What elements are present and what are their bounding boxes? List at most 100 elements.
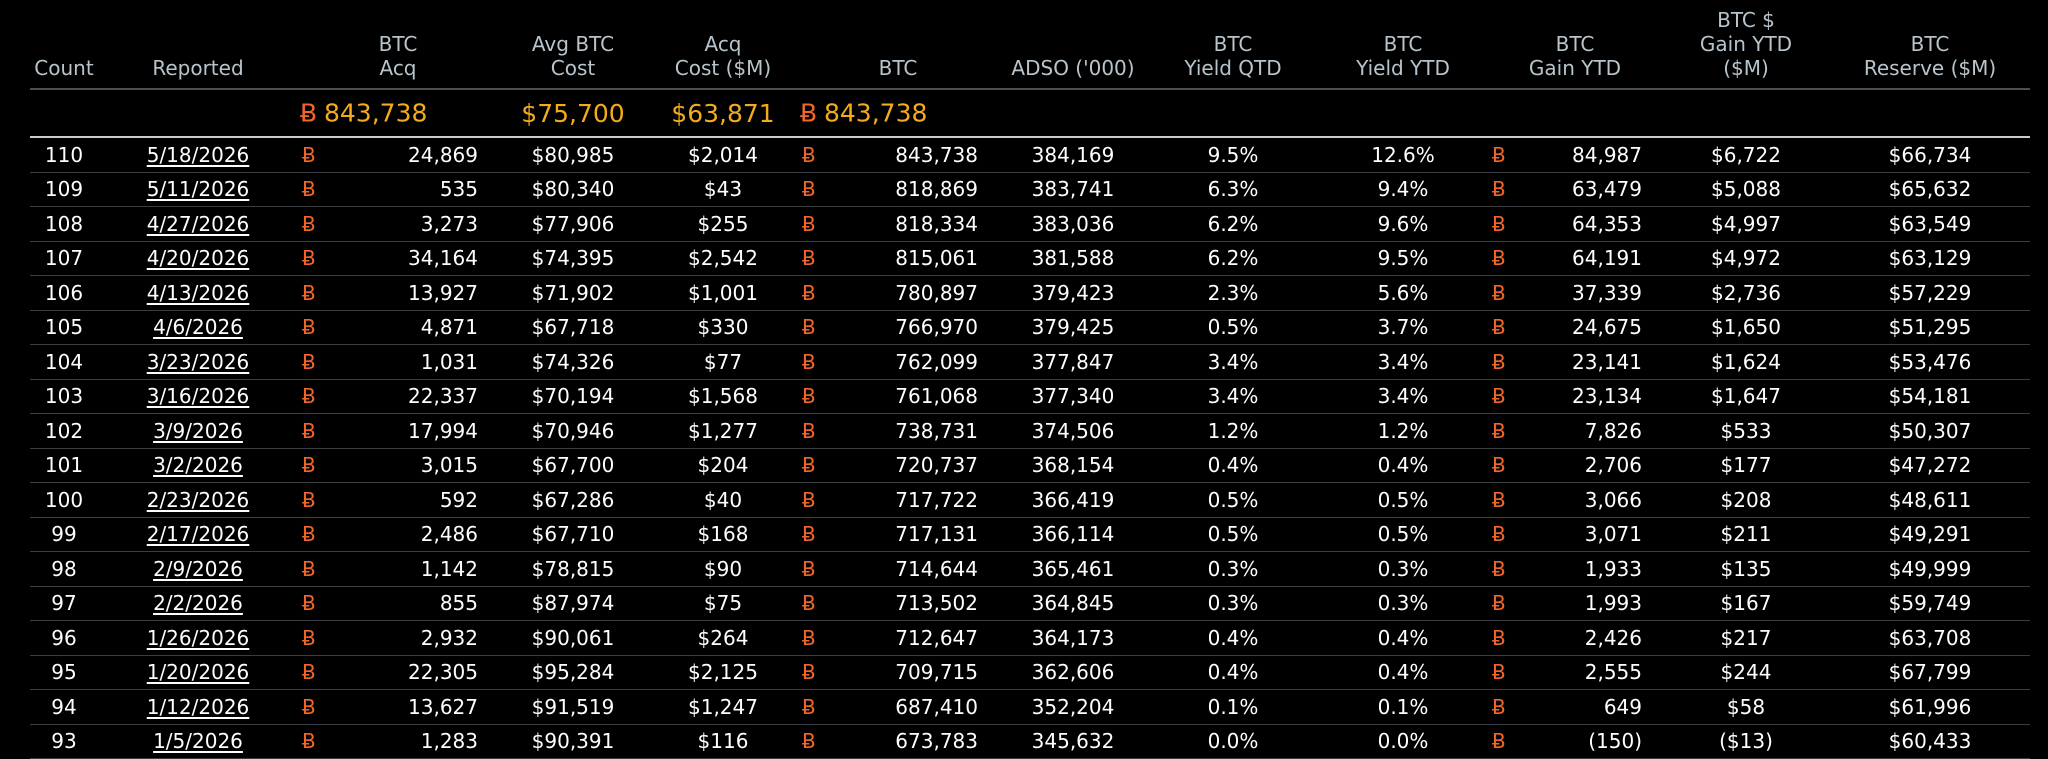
reported-date-link[interactable]: 1/5/2026 bbox=[153, 729, 243, 754]
header-adso[interactable]: ADSO ('000) bbox=[998, 0, 1148, 90]
reported-cell: 3/2/2026 bbox=[98, 448, 298, 483]
table-header: Count Reported BTC Acq Avg BTC Cost Acq … bbox=[30, 0, 2030, 90]
avg-cost-cell: $87,974 bbox=[498, 586, 648, 621]
acq-cost-cell: $2,542 bbox=[648, 241, 798, 276]
avg-cost-cell: $67,718 bbox=[498, 310, 648, 345]
gain-ytd-cell: Ƀ 64,191 bbox=[1488, 241, 1662, 276]
yield-qtd-cell: 3.4% bbox=[1148, 379, 1318, 414]
reported-date-link[interactable]: 5/11/2026 bbox=[146, 177, 250, 202]
avg-cost-cell: $70,194 bbox=[498, 379, 648, 414]
yield-qtd-cell: 0.4% bbox=[1148, 448, 1318, 483]
reported-date-link[interactable]: 2/17/2026 bbox=[146, 522, 250, 547]
btc-holdings-cell: Ƀ 712,647 bbox=[798, 620, 998, 656]
bitcoin-symbol-icon: Ƀ bbox=[302, 418, 316, 443]
header-yield-qtd[interactable]: BTC Yield QTD bbox=[1148, 0, 1318, 90]
btc-holdings-value: 714,644 bbox=[895, 556, 978, 581]
gain-usd-cell: $208 bbox=[1662, 482, 1830, 518]
btc-acq-value: 1,031 bbox=[420, 349, 478, 374]
gain-ytd-cell: Ƀ 24,675 bbox=[1488, 310, 1662, 345]
btc-holdings-value: 761,068 bbox=[895, 384, 978, 409]
reported-date-link[interactable]: 3/9/2026 bbox=[153, 418, 243, 443]
yield-qtd-cell: 0.3% bbox=[1148, 586, 1318, 621]
reported-date-link[interactable]: 4/27/2026 bbox=[146, 211, 250, 236]
reported-date-link[interactable]: 1/20/2026 bbox=[146, 660, 250, 685]
reserve-cell: $66,734 bbox=[1830, 137, 2030, 173]
yield-ytd-cell: 0.3% bbox=[1318, 551, 1488, 587]
header-count[interactable]: Count bbox=[30, 0, 98, 90]
bitcoin-symbol-icon: Ƀ bbox=[302, 349, 316, 374]
gain-ytd-cell: Ƀ 2,426 bbox=[1488, 620, 1662, 656]
bitcoin-symbol-icon: Ƀ bbox=[802, 418, 816, 443]
yield-ytd-cell: 3.4% bbox=[1318, 344, 1488, 380]
btc-acq-value: 34,164 bbox=[408, 246, 478, 271]
reported-date-link[interactable]: 2/23/2026 bbox=[146, 487, 250, 512]
header-gain-ytd[interactable]: BTC Gain YTD bbox=[1488, 0, 1662, 90]
gain-usd-cell: $2,736 bbox=[1662, 275, 1830, 311]
btc-holdings-cell: Ƀ 818,334 bbox=[798, 206, 998, 242]
reported-date-link[interactable]: 1/26/2026 bbox=[146, 625, 250, 650]
table-row: 103 3/16/2026 Ƀ 22,337 $70,194 $1,568 Ƀ 761,068… bbox=[30, 379, 2030, 414]
acq-cost-cell: $1,277 bbox=[648, 413, 798, 449]
yield-ytd-cell: 0.3% bbox=[1318, 586, 1488, 621]
gain-ytd-cell: Ƀ 63,479 bbox=[1488, 172, 1662, 207]
gain-ytd-value: 3,066 bbox=[1584, 487, 1642, 512]
gain-usd-cell: $167 bbox=[1662, 586, 1830, 621]
btc-holdings-value: 673,783 bbox=[895, 729, 978, 754]
gain-ytd-cell: Ƀ 1,933 bbox=[1488, 551, 1662, 587]
table-row: 98 2/9/2026 Ƀ 1,142 $78,815 $90 Ƀ 714,644 365,46… bbox=[30, 551, 2030, 587]
reported-date-link[interactable]: 5/18/2026 bbox=[146, 142, 250, 167]
header-reported[interactable]: Reported bbox=[98, 0, 298, 90]
reserve-cell: $63,708 bbox=[1830, 620, 2030, 656]
reported-cell: 2/2/2026 bbox=[98, 586, 298, 621]
reported-date-link[interactable]: 4/20/2026 bbox=[146, 246, 250, 271]
reserve-cell: $65,632 bbox=[1830, 172, 2030, 207]
reported-date-link[interactable]: 3/16/2026 bbox=[146, 384, 250, 409]
reported-date-link[interactable]: 4/13/2026 bbox=[146, 280, 250, 305]
gain-usd-cell: $4,972 bbox=[1662, 241, 1830, 276]
btc-acq-value: 3,015 bbox=[420, 453, 478, 478]
btc-holdings-cell: Ƀ 738,731 bbox=[798, 413, 998, 449]
reported-cell: 4/6/2026 bbox=[98, 310, 298, 345]
reported-date-link[interactable]: 2/9/2026 bbox=[153, 556, 243, 581]
btc-acq-cell: Ƀ 3,273 bbox=[298, 206, 498, 242]
yield-ytd-cell: 5.6% bbox=[1318, 275, 1488, 311]
btc-holdings-cell: Ƀ 713,502 bbox=[798, 586, 998, 621]
gain-ytd-cell: Ƀ 2,555 bbox=[1488, 655, 1662, 690]
btc-holdings-cell: Ƀ 766,970 bbox=[798, 310, 998, 345]
header-btc[interactable]: BTC bbox=[798, 0, 998, 90]
count-cell: 106 bbox=[30, 275, 98, 311]
header-yield-ytd[interactable]: BTC Yield YTD bbox=[1318, 0, 1488, 90]
header-btc-acq[interactable]: BTC Acq bbox=[298, 0, 498, 90]
reported-date-link[interactable]: 4/6/2026 bbox=[153, 315, 243, 340]
header-gain-usd-ytd[interactable]: BTC $ Gain YTD ($M) bbox=[1662, 0, 1830, 90]
avg-cost-cell: $80,985 bbox=[498, 137, 648, 173]
avg-cost-cell: $74,395 bbox=[498, 241, 648, 276]
header-acq-cost[interactable]: Acq Cost ($M) bbox=[648, 0, 798, 90]
count-cell: 93 bbox=[30, 724, 98, 759]
gain-ytd-value: 84,987 bbox=[1572, 142, 1642, 167]
acq-cost-cell: $330 bbox=[648, 310, 798, 345]
btc-acq-cell: Ƀ 13,927 bbox=[298, 275, 498, 311]
yield-ytd-cell: 0.5% bbox=[1318, 517, 1488, 552]
reported-cell: 2/17/2026 bbox=[98, 517, 298, 552]
reported-cell: 4/20/2026 bbox=[98, 241, 298, 276]
yield-qtd-cell: 0.4% bbox=[1148, 655, 1318, 690]
acq-cost-cell: $255 bbox=[648, 206, 798, 242]
reported-date-link[interactable]: 2/2/2026 bbox=[153, 591, 243, 616]
acq-cost-cell: $2,125 bbox=[648, 655, 798, 690]
avg-cost-cell: $90,061 bbox=[498, 620, 648, 656]
header-avg-btc-cost[interactable]: Avg BTC Cost bbox=[498, 0, 648, 90]
header-reserve[interactable]: BTC Reserve ($M) bbox=[1830, 0, 2030, 90]
reported-date-link[interactable]: 1/12/2026 bbox=[146, 694, 250, 719]
adso-cell: 379,425 bbox=[998, 310, 1148, 345]
btc-acq-cell: Ƀ 1,142 bbox=[298, 551, 498, 587]
btc-acq-cell: Ƀ 24,869 bbox=[298, 137, 498, 173]
yield-ytd-cell: 0.5% bbox=[1318, 482, 1488, 518]
totals-row: Ƀ 843,738 $75,700 $63,871 Ƀ 843,738 bbox=[30, 89, 2030, 138]
reported-date-link[interactable]: 3/23/2026 bbox=[146, 349, 250, 374]
reserve-cell: $54,181 bbox=[1830, 379, 2030, 414]
adso-cell: 383,741 bbox=[998, 172, 1148, 207]
adso-cell: 365,461 bbox=[998, 551, 1148, 587]
btc-acq-cell: Ƀ 2,486 bbox=[298, 517, 498, 552]
reported-date-link[interactable]: 3/2/2026 bbox=[153, 453, 243, 478]
